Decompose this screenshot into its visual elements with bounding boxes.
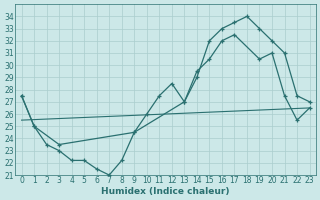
X-axis label: Humidex (Indice chaleur): Humidex (Indice chaleur) (101, 187, 230, 196)
